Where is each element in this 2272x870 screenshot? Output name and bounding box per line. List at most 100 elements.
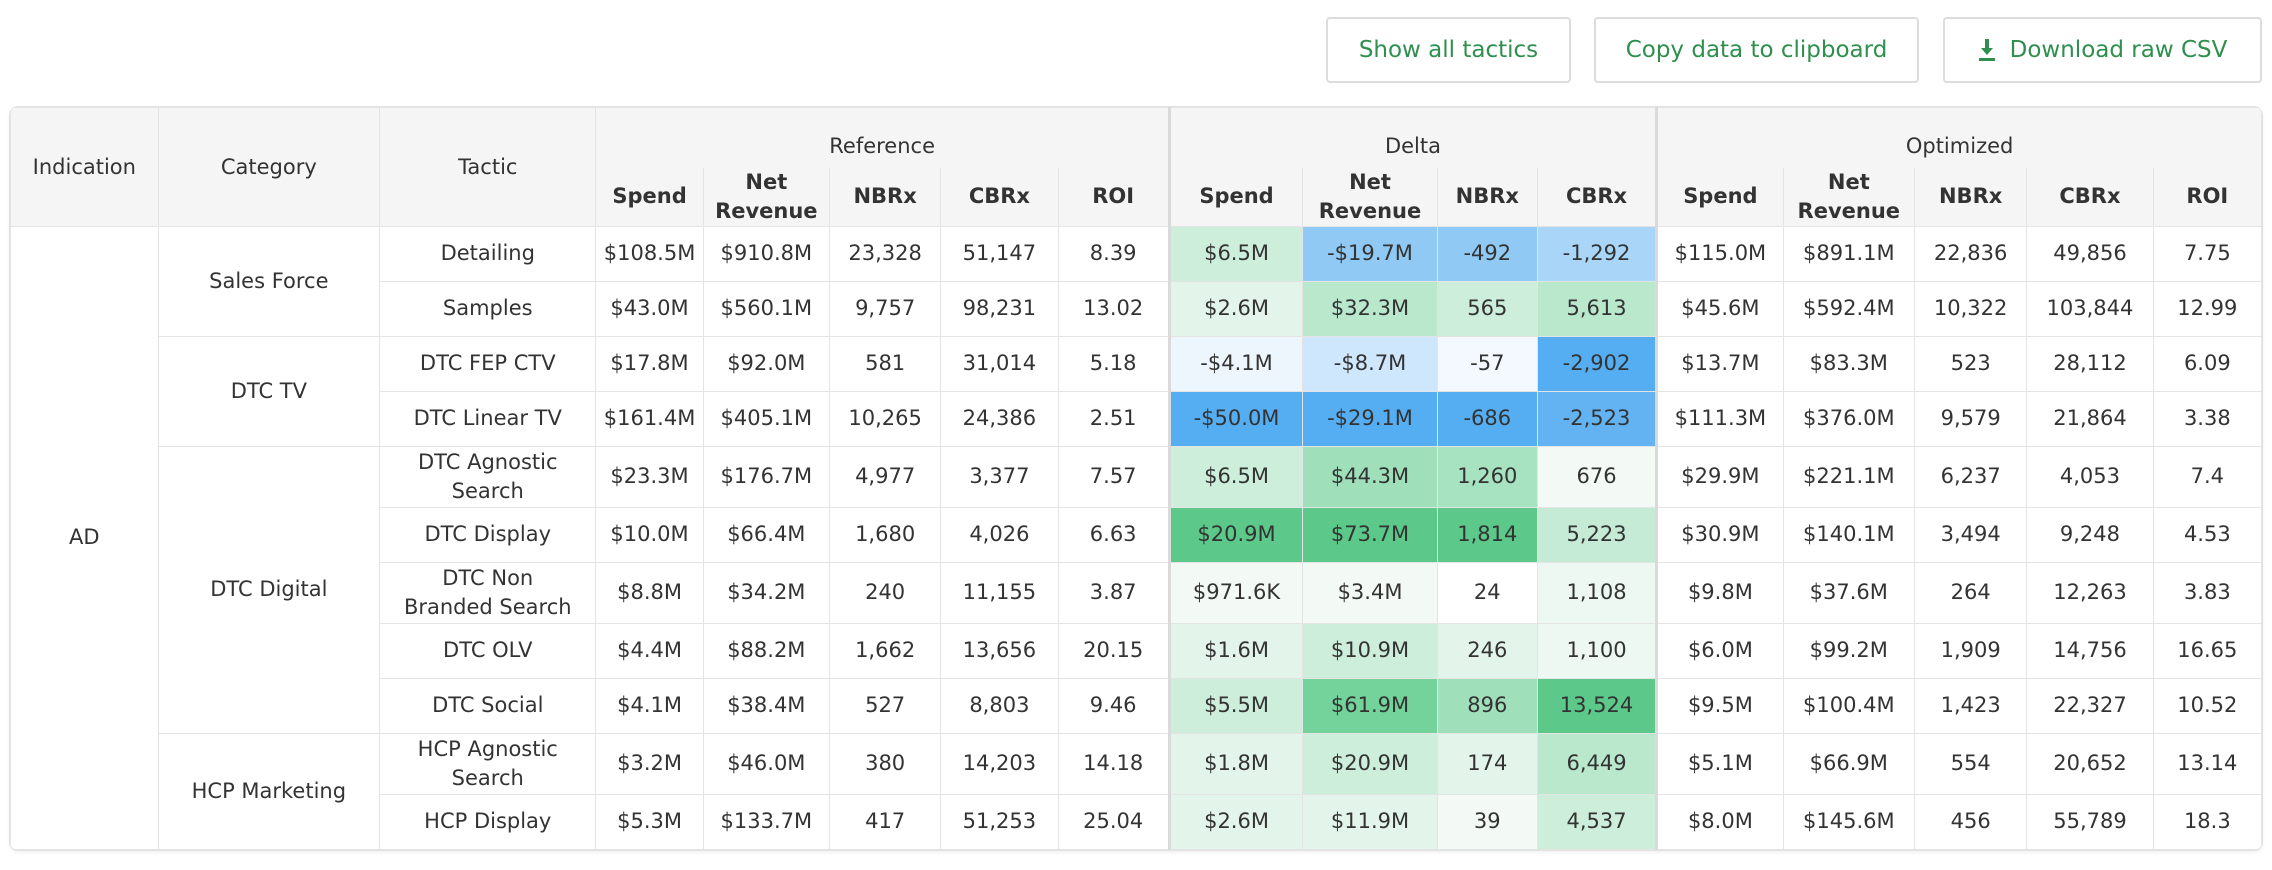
- ref-spend-cell: $8.8M: [595, 561, 704, 624]
- delta-cbrx-cell: 4,537: [1536, 793, 1658, 850]
- ref-cbrx-cell: 4,026: [940, 506, 1059, 563]
- table-row: HCP Display $5.3M $133.7M 417 51,253 25.04 $2.…: [11, 793, 2262, 850]
- header-ref-spend[interactable]: Spend: [595, 167, 704, 227]
- header-group-reference: Reference: [595, 107, 1170, 168]
- header-opt-roi[interactable]: ROI: [2152, 167, 2262, 227]
- ref-nbrx-cell: 380: [829, 732, 942, 795]
- ref-roi-cell: 3.87: [1057, 561, 1170, 624]
- download-csv-button[interactable]: Download raw CSV: [1943, 17, 2262, 83]
- opt-net-revenue-cell: $66.9M: [1782, 732, 1916, 795]
- header-delta-cbrx[interactable]: CBRx: [1536, 167, 1658, 227]
- ref-roi-cell: 6.63: [1057, 506, 1170, 563]
- tactic-cell: Detailing: [379, 225, 597, 282]
- header-indication[interactable]: Indication: [10, 107, 159, 227]
- ref-cbrx-cell: 24,386: [940, 390, 1059, 447]
- tactic-cell: DTC OLV: [379, 622, 597, 679]
- ref-cbrx-cell: 8,803: [940, 677, 1059, 734]
- copy-to-clipboard-label: Copy data to clipboard: [1625, 37, 1888, 63]
- opt-nbrx-cell: 22,836: [1914, 225, 2028, 282]
- ref-net-revenue-cell: $66.4M: [702, 506, 831, 563]
- delta-spend-cell: $2.6M: [1167, 793, 1304, 850]
- table-row: DTC Linear TV $161.4M $405.1M 10,265 24,386 2…: [11, 390, 2262, 447]
- opt-cbrx-cell: 55,789: [2026, 793, 2154, 850]
- ref-net-revenue-cell: $176.7M: [702, 445, 831, 508]
- header-category[interactable]: Category: [157, 107, 381, 227]
- ref-nbrx-cell: 1,662: [829, 622, 942, 679]
- delta-nbrx-cell: 246: [1436, 622, 1538, 679]
- header-ref-roi[interactable]: ROI: [1057, 167, 1170, 227]
- header-opt-spend[interactable]: Spend: [1655, 167, 1784, 227]
- category-cell: HCP Marketing: [157, 732, 381, 850]
- download-csv-label: Download raw CSV: [2009, 37, 2228, 63]
- category-cell: DTC TV: [157, 335, 381, 447]
- ref-roi-cell: 7.57: [1057, 445, 1170, 508]
- tactic-cell: DTC Social: [379, 677, 597, 734]
- opt-spend-cell: $115.0M: [1655, 225, 1784, 282]
- opt-net-revenue-cell: $592.4M: [1782, 280, 1916, 337]
- delta-net-revenue-cell: $44.3M: [1302, 445, 1438, 508]
- delta-cbrx-cell: 5,613: [1536, 280, 1658, 337]
- show-all-tactics-button[interactable]: Show all tactics: [1326, 17, 1571, 83]
- header-group-delta: Delta: [1167, 107, 1658, 168]
- category-cell: Sales Force: [157, 225, 381, 337]
- tactic-cell: DTC Display: [379, 506, 597, 563]
- ref-nbrx-cell: 4,977: [829, 445, 942, 508]
- ref-cbrx-cell: 51,147: [940, 225, 1059, 282]
- header-delta-net-revenue[interactable]: Net Revenue: [1302, 167, 1438, 227]
- ref-roi-cell: 20.15: [1057, 622, 1170, 679]
- delta-spend-cell: $2.6M: [1167, 280, 1304, 337]
- delta-cbrx-cell: 5,223: [1536, 506, 1658, 563]
- opt-cbrx-cell: 103,844: [2026, 280, 2154, 337]
- tactic-cell: HCP Display: [379, 793, 597, 850]
- delta-nbrx-cell: 1,260: [1436, 445, 1538, 508]
- opt-spend-cell: $9.8M: [1655, 561, 1784, 624]
- header-group-optimized: Optimized: [1655, 107, 2262, 168]
- ref-spend-cell: $5.3M: [595, 793, 704, 850]
- header-ref-cbrx[interactable]: CBRx: [940, 167, 1059, 227]
- delta-net-revenue-cell: -$29.1M: [1302, 390, 1438, 447]
- table-row: AD Sales Force Detailing $108.5M $910.8M 23,3…: [10, 225, 2262, 850]
- ref-nbrx-cell: 10,265: [829, 390, 942, 447]
- header-tactic[interactable]: Tactic: [379, 107, 597, 227]
- delta-cbrx-cell: 1,100: [1536, 622, 1658, 679]
- opt-roi-cell: 16.65: [2152, 622, 2262, 679]
- delta-nbrx-cell: 24: [1436, 561, 1538, 624]
- header-ref-net-revenue[interactable]: Net Revenue: [702, 167, 831, 227]
- ref-nbrx-cell: 9,757: [829, 280, 942, 337]
- opt-spend-cell: $6.0M: [1655, 622, 1784, 679]
- header-opt-nbrx[interactable]: NBRx: [1914, 167, 2028, 227]
- ref-cbrx-cell: 14,203: [940, 732, 1059, 795]
- delta-net-revenue-cell: $3.4M: [1302, 561, 1438, 624]
- ref-roi-cell: 13.02: [1057, 280, 1170, 337]
- opt-nbrx-cell: 9,579: [1914, 390, 2028, 447]
- delta-net-revenue-cell: $20.9M: [1302, 732, 1438, 795]
- ref-spend-cell: $4.1M: [595, 677, 704, 734]
- ref-spend-cell: $23.3M: [595, 445, 704, 508]
- opt-nbrx-cell: 1,423: [1914, 677, 2028, 734]
- ref-net-revenue-cell: $405.1M: [702, 390, 831, 447]
- tactic-cell: DTC FEP CTV: [379, 335, 597, 392]
- ref-net-revenue-cell: $46.0M: [702, 732, 831, 795]
- opt-spend-cell: $30.9M: [1655, 506, 1784, 563]
- header-opt-net-revenue[interactable]: Net Revenue: [1782, 167, 1916, 227]
- opt-cbrx-cell: 49,856: [2026, 225, 2154, 282]
- ref-net-revenue-cell: $34.2M: [702, 561, 831, 624]
- copy-to-clipboard-button[interactable]: Copy data to clipboard: [1594, 17, 1919, 83]
- opt-cbrx-cell: 22,327: [2026, 677, 2154, 734]
- delta-cbrx-cell: 6,449: [1536, 732, 1658, 795]
- delta-nbrx-cell: 1,814: [1436, 506, 1538, 563]
- header-delta-nbrx[interactable]: NBRx: [1436, 167, 1538, 227]
- delta-net-revenue-cell: -$19.7M: [1302, 225, 1438, 282]
- table-row: DTC Social $4.1M $38.4M 527 8,803 9.46 $5.5M $6…: [11, 677, 2262, 734]
- tactic-cell: Samples: [379, 280, 597, 337]
- opt-nbrx-cell: 264: [1914, 561, 2028, 624]
- ref-net-revenue-cell: $560.1M: [702, 280, 831, 337]
- ref-roi-cell: 5.18: [1057, 335, 1170, 392]
- header-ref-nbrx[interactable]: NBRx: [829, 167, 942, 227]
- ref-cbrx-cell: 51,253: [940, 793, 1059, 850]
- header-opt-cbrx[interactable]: CBRx: [2026, 167, 2154, 227]
- opt-nbrx-cell: 10,322: [1914, 280, 2028, 337]
- opt-spend-cell: $8.0M: [1655, 793, 1784, 850]
- opt-net-revenue-cell: $83.3M: [1782, 335, 1916, 392]
- header-delta-spend[interactable]: Spend: [1167, 167, 1304, 227]
